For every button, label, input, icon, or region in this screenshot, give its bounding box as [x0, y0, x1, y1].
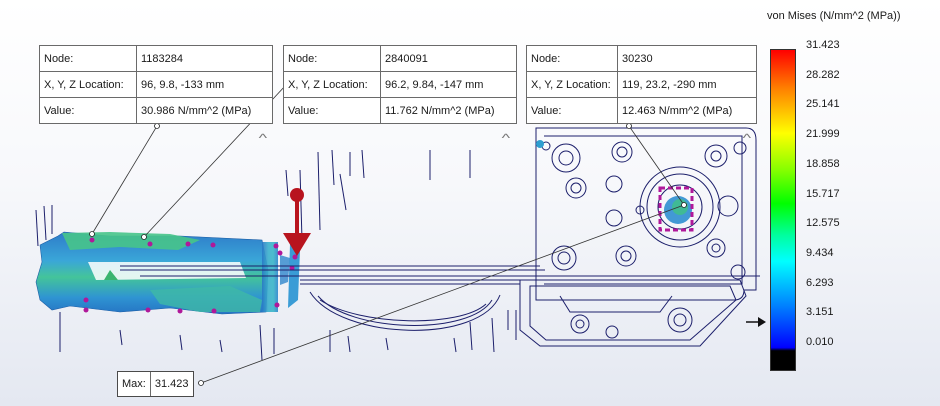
legend-tick-label: 31.423 — [806, 39, 840, 51]
stress-value: 30.986 N/mm^2 (MPa) — [136, 97, 273, 124]
legend-tick-label: 18.858 — [806, 157, 840, 170]
value-label: Value: — [283, 97, 381, 124]
stress-value: 12.463 N/mm^2 (MPa) — [617, 97, 757, 124]
node-value: 2840091 — [380, 45, 517, 72]
chevron-up-icon[interactable]: ^ — [742, 131, 752, 145]
stress-value: 11.762 N/mm^2 (MPa) — [380, 97, 517, 124]
legend-tick-label: 0.010 — [806, 336, 834, 348]
hotspot-fringe — [536, 140, 694, 232]
node-label: Node: — [283, 45, 381, 72]
force-arrow-icon[interactable] — [283, 188, 311, 256]
node-value: 1183284 — [136, 45, 273, 72]
fixture-markers — [83, 237, 298, 314]
legend-tick-label: 6.293 — [806, 276, 834, 289]
max-label[interactable]: Max: 31.423 — [117, 371, 194, 397]
location-value: 96, 9.8, -133 mm — [136, 71, 273, 98]
location-label: X, Y, Z Location: — [39, 71, 137, 98]
node-label: Node: — [39, 45, 137, 72]
legend-tick-label: 15.717 — [806, 187, 840, 200]
legend-pointer-icon[interactable] — [746, 315, 768, 329]
location-label: X, Y, Z Location: — [283, 71, 381, 98]
value-label: Value: — [526, 97, 618, 124]
legend-tick-label: 12.575 — [806, 217, 840, 230]
chevron-up-icon[interactable]: ^ — [258, 131, 268, 145]
node-value: 30230 — [617, 45, 757, 72]
max-value: 31.423 — [154, 378, 189, 390]
legend-tick-label: 21.999 — [806, 128, 840, 141]
legend-tick-label: 25.141 — [806, 98, 840, 111]
legend-color-bar[interactable] — [770, 49, 796, 371]
probe-label-1[interactable]: Node: 1183284 X, Y, Z Location: 96, 9.8, -… — [39, 45, 273, 124]
node-label: Node: — [526, 45, 618, 72]
wireframe-strokes — [35, 149, 495, 361]
probe-label-3[interactable]: Node: 30230 X, Y, Z Location: 119, 23.2, -… — [526, 45, 757, 124]
legend-tick-label: 9.434 — [806, 246, 834, 259]
location-value: 119, 23.2, -290 mm — [617, 71, 757, 98]
location-value: 96.2, 9.84, -147 mm — [380, 71, 517, 98]
housing-wireframe — [507, 127, 757, 347]
max-key: Max: — [118, 372, 151, 396]
legend-title: von Mises (N/mm^2 (MPa)) — [767, 10, 901, 22]
value-label: Value: — [39, 97, 137, 124]
legend-tick-label: 28.282 — [806, 68, 840, 81]
stress-fringe-part[interactable] — [35, 231, 300, 315]
chevron-up-icon[interactable]: ^ — [501, 131, 511, 145]
location-label: X, Y, Z Location: — [526, 71, 618, 98]
legend-tick-label: 3.151 — [806, 306, 834, 319]
probe-label-2[interactable]: Node: 2840091 X, Y, Z Location: 96.2, 9.84… — [283, 45, 517, 124]
